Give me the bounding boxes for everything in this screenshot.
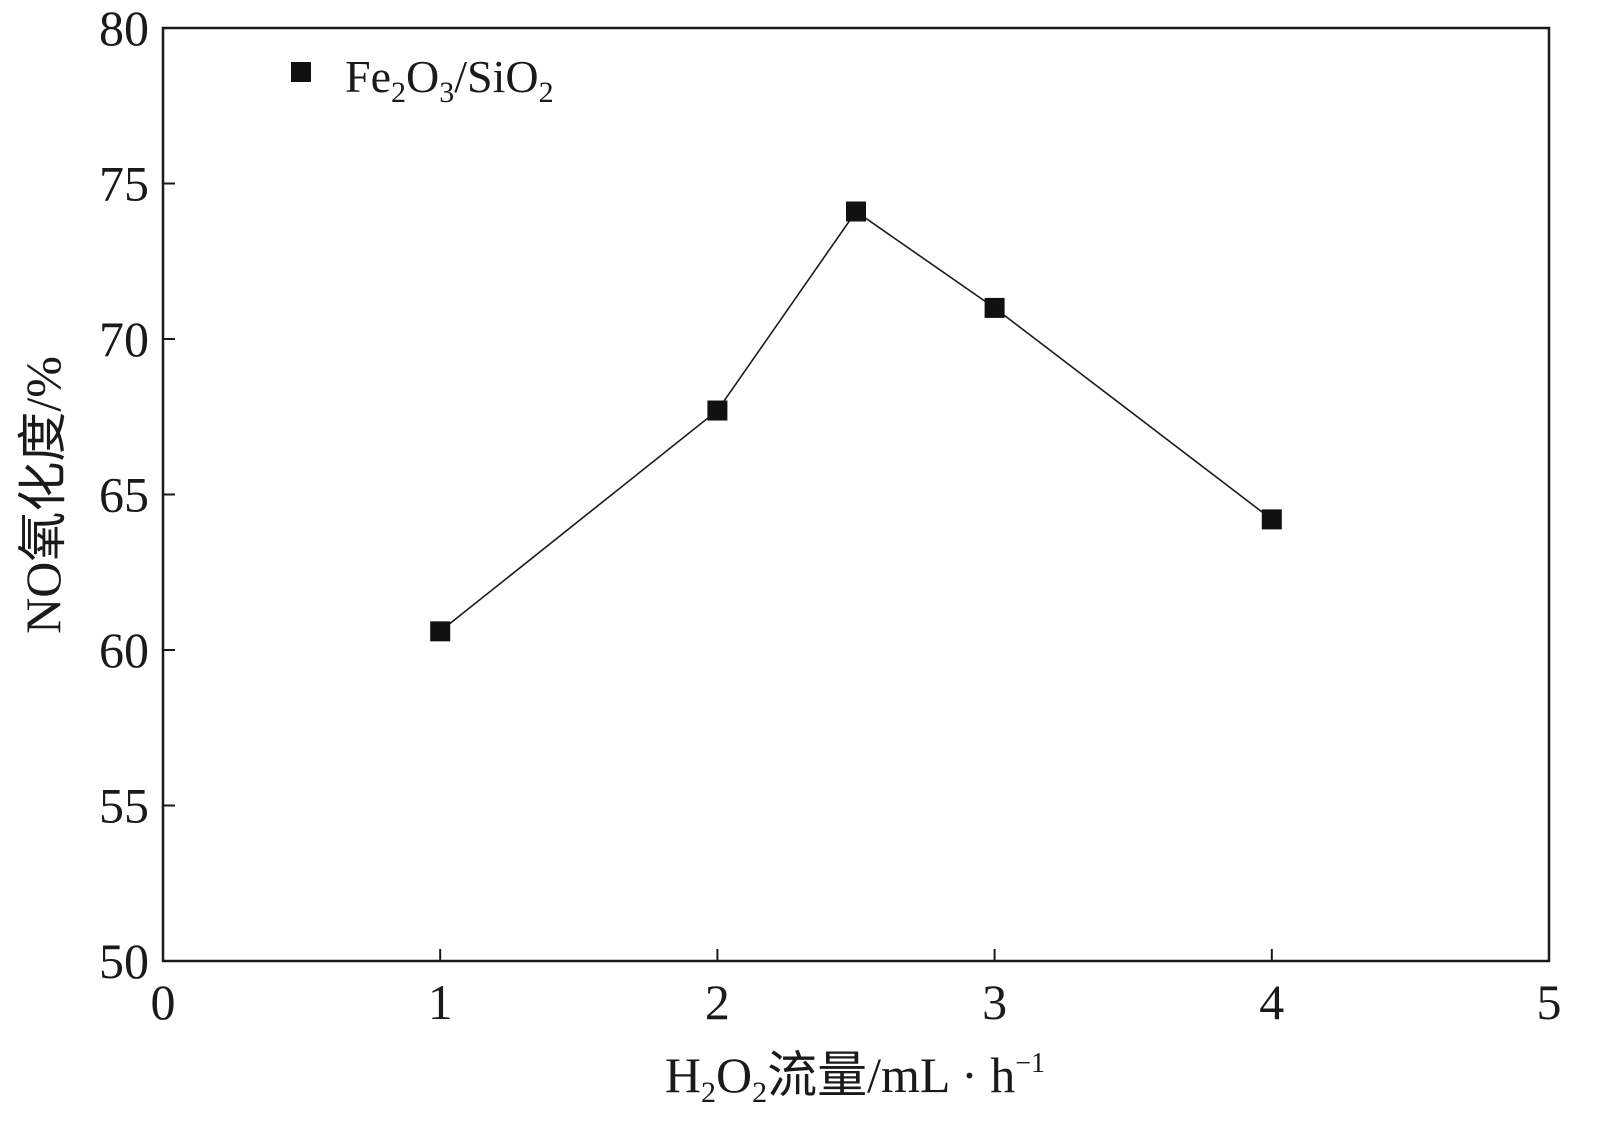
- x-tick-label: 3: [982, 974, 1007, 1030]
- y-tick-label: 70: [99, 311, 149, 367]
- data-point: [430, 621, 451, 642]
- y-tick-label: 80: [99, 0, 149, 56]
- y-tick-label: 75: [99, 156, 149, 212]
- x-tick-label: 1: [428, 974, 453, 1030]
- plot-border: [161, 26, 1551, 963]
- data-point: [1261, 509, 1282, 530]
- y-tick-label: 60: [99, 622, 149, 678]
- legend-marker: [291, 62, 311, 82]
- y-axis-ticks: 50 55 60 65 70 75 80: [99, 0, 175, 989]
- x-axis-title: H2O2流量/mL · h−1: [665, 1047, 1045, 1109]
- data-point: [984, 297, 1005, 318]
- plot-frame: [161, 26, 1551, 963]
- y-axis-title: NO氧化度/%: [15, 356, 71, 634]
- legend: Fe2O3/SiO2: [291, 51, 554, 109]
- x-tick-label: 4: [1259, 974, 1284, 1030]
- x-tick-label: 2: [705, 974, 730, 1030]
- y-tick-label: 65: [99, 467, 149, 523]
- series-line-group: [439, 210, 1273, 632]
- x-tick-label: 5: [1537, 974, 1562, 1030]
- data-point: [707, 400, 728, 421]
- y-tick-label: 50: [99, 933, 149, 989]
- y-tick-label: 55: [99, 778, 149, 834]
- series-points-group: [430, 201, 1282, 642]
- data-point: [846, 201, 866, 222]
- x-tick-label: 0: [151, 974, 176, 1030]
- x-axis-ticks: 0 1 2 3 4 5: [151, 949, 1562, 1030]
- legend-label: Fe2O3/SiO2: [345, 51, 554, 109]
- series-line: [439, 210, 1273, 632]
